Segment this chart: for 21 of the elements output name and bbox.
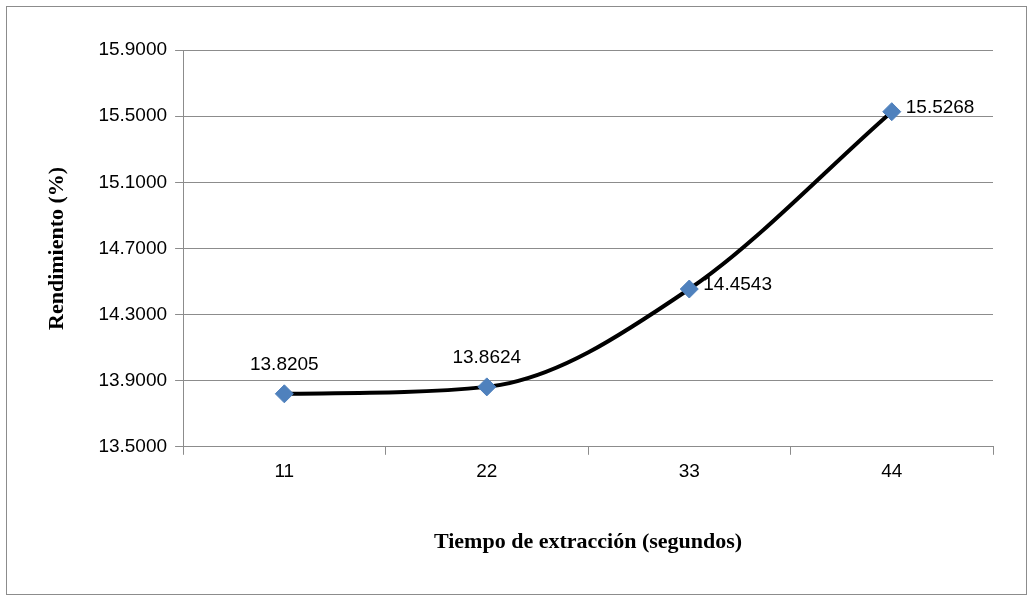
point <box>274 384 294 404</box>
y-tick-label: 15.5000 <box>98 104 168 126</box>
x-tick-label: 22 <box>476 460 498 482</box>
y-tick-label: 15.9000 <box>98 38 168 60</box>
y-axis-title: Rendimiento (%) <box>42 166 68 330</box>
point <box>679 279 699 299</box>
y-tick-label: 15.1000 <box>98 170 168 192</box>
data-label: 13.8624 <box>452 345 522 367</box>
data-label: 13.8205 <box>249 352 319 374</box>
y-tick-label: 13.5000 <box>98 435 168 457</box>
point <box>882 102 902 122</box>
data-label: 15.5268 <box>905 95 975 117</box>
y-tick-label: 13.9000 <box>98 368 168 390</box>
x-tick-label: 11 <box>274 460 295 482</box>
point <box>477 377 497 397</box>
x-tick-label: 33 <box>678 460 700 482</box>
data-label: 14.4543 <box>703 273 772 295</box>
y-tick-label: 14.3000 <box>98 302 168 324</box>
x-axis-title: Tiempo de extracción (segundos) <box>433 528 743 554</box>
x-tick-label: 44 <box>881 460 903 482</box>
y-tick-label: 14.7000 <box>98 236 168 258</box>
